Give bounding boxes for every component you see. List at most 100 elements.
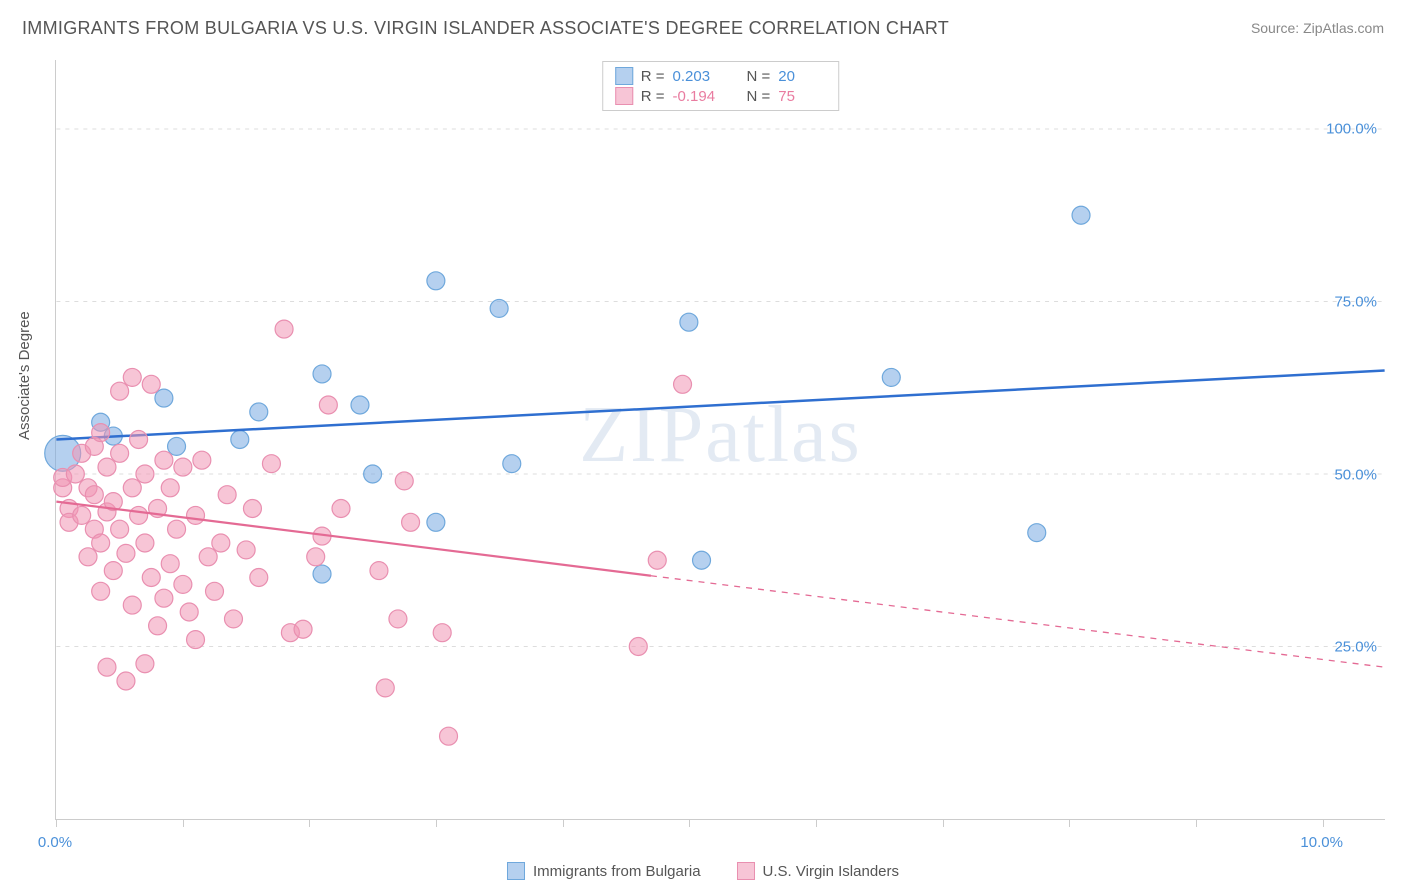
- r-label: R =: [641, 68, 665, 85]
- n-value: 20: [778, 68, 826, 85]
- scatter-point: [174, 575, 192, 593]
- scatter-point: [66, 465, 84, 483]
- scatter-point: [92, 424, 110, 442]
- x-axis-label: 10.0%: [1300, 834, 1343, 851]
- scatter-point: [130, 506, 148, 524]
- scatter-point: [123, 479, 141, 497]
- scatter-point: [142, 569, 160, 587]
- scatter-point: [85, 486, 103, 504]
- scatter-point: [92, 534, 110, 552]
- y-grid-label: 50.0%: [1334, 466, 1377, 483]
- scatter-point: [427, 513, 445, 531]
- legend-label: U.S. Virgin Islanders: [763, 863, 899, 880]
- scatter-point: [187, 631, 205, 649]
- scatter-point: [161, 479, 179, 497]
- scatter-point: [180, 603, 198, 621]
- scatter-point: [332, 500, 350, 518]
- scatter-point: [111, 520, 129, 538]
- x-tick: [816, 819, 817, 827]
- scatter-point: [168, 437, 186, 455]
- scatter-point: [275, 320, 293, 338]
- scatter-point: [117, 672, 135, 690]
- scatter-point: [161, 555, 179, 573]
- scatter-point: [1028, 524, 1046, 542]
- regression-line-dashed: [651, 576, 1385, 667]
- scatter-point: [243, 500, 261, 518]
- x-tick: [56, 819, 57, 827]
- scatter-point: [364, 465, 382, 483]
- legend-correlation: R = 0.203 N = 20 R = -0.194 N = 75: [602, 61, 840, 111]
- plot-svg: [56, 60, 1385, 819]
- scatter-point: [218, 486, 236, 504]
- scatter-point: [104, 562, 122, 580]
- scatter-point: [168, 520, 186, 538]
- x-tick: [183, 819, 184, 827]
- scatter-point: [490, 299, 508, 317]
- x-tick: [1196, 819, 1197, 827]
- legend-item: Immigrants from Bulgaria: [507, 862, 701, 880]
- scatter-point: [440, 727, 458, 745]
- scatter-point: [313, 365, 331, 383]
- scatter-point: [433, 624, 451, 642]
- scatter-point: [648, 551, 666, 569]
- scatter-point: [136, 465, 154, 483]
- y-grid-label: 75.0%: [1334, 293, 1377, 310]
- scatter-point: [130, 431, 148, 449]
- scatter-point: [351, 396, 369, 414]
- scatter-point: [136, 534, 154, 552]
- legend-label: Immigrants from Bulgaria: [533, 863, 701, 880]
- scatter-point: [98, 458, 116, 476]
- scatter-point: [142, 375, 160, 393]
- scatter-point: [307, 548, 325, 566]
- scatter-point: [376, 679, 394, 697]
- scatter-point: [427, 272, 445, 290]
- chart-container: IMMIGRANTS FROM BULGARIA VS U.S. VIRGIN …: [0, 0, 1406, 892]
- x-tick: [563, 819, 564, 827]
- scatter-point: [503, 455, 521, 473]
- source-label: Source: ZipAtlas.com: [1251, 20, 1384, 36]
- x-tick: [309, 819, 310, 827]
- scatter-point: [92, 582, 110, 600]
- scatter-point: [199, 548, 217, 566]
- scatter-point: [206, 582, 224, 600]
- scatter-point: [693, 551, 711, 569]
- scatter-point: [250, 403, 268, 421]
- x-axis-label: 0.0%: [38, 834, 72, 851]
- scatter-point: [155, 451, 173, 469]
- scatter-point: [389, 610, 407, 628]
- legend-row: R = 0.203 N = 20: [615, 66, 827, 86]
- legend-row: R = -0.194 N = 75: [615, 86, 827, 106]
- scatter-point: [174, 458, 192, 476]
- scatter-point: [882, 368, 900, 386]
- legend-swatch-blue: [615, 67, 633, 85]
- scatter-point: [123, 596, 141, 614]
- r-label: R =: [641, 88, 665, 105]
- y-axis-title: Associate's Degree: [16, 311, 33, 440]
- scatter-point: [319, 396, 337, 414]
- scatter-point: [136, 655, 154, 673]
- scatter-point: [231, 431, 249, 449]
- scatter-point: [294, 620, 312, 638]
- legend-item: U.S. Virgin Islanders: [737, 862, 899, 880]
- x-tick: [689, 819, 690, 827]
- scatter-point: [250, 569, 268, 587]
- r-value: 0.203: [673, 68, 721, 85]
- scatter-point: [237, 541, 255, 559]
- x-tick: [943, 819, 944, 827]
- scatter-point: [1072, 206, 1090, 224]
- scatter-point: [395, 472, 413, 490]
- legend-swatch-pink: [737, 862, 755, 880]
- legend-swatch-pink: [615, 87, 633, 105]
- scatter-point: [149, 617, 167, 635]
- scatter-point: [224, 610, 242, 628]
- scatter-point: [73, 506, 91, 524]
- r-value: -0.194: [673, 88, 721, 105]
- legend-swatch-blue: [507, 862, 525, 880]
- scatter-point: [629, 638, 647, 656]
- scatter-point: [193, 451, 211, 469]
- x-tick: [1069, 819, 1070, 827]
- plot-area: ZIPatlas R = 0.203 N = 20 R = -0.194 N =…: [55, 60, 1385, 820]
- n-label: N =: [747, 68, 771, 85]
- scatter-point: [674, 375, 692, 393]
- chart-title: IMMIGRANTS FROM BULGARIA VS U.S. VIRGIN …: [22, 18, 949, 39]
